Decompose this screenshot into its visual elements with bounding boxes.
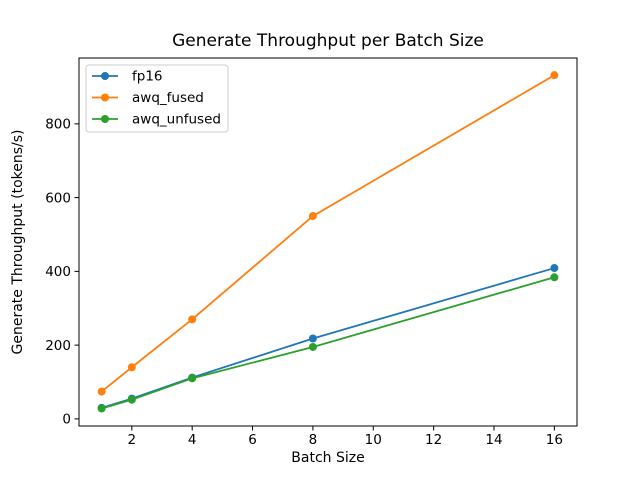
x-tick-label: 2 [128, 432, 137, 448]
y-tick-label: 200 [45, 338, 71, 354]
chart-title: Generate Throughput per Batch Size [172, 31, 484, 51]
y-tick-label: 0 [62, 412, 71, 428]
legend-label: fp16 [132, 69, 163, 85]
data-point-fp16 [550, 264, 559, 273]
y-tick-label: 600 [45, 190, 71, 206]
y-axis-label: Generate Throughput (tokens/s) [10, 130, 26, 355]
legend-entry-fp16: fp16 [92, 69, 163, 85]
plot-area: 2 4 6 8 10 12 14 16 0 200 400 600 800 [45, 57, 578, 448]
x-tick-label: 16 [546, 432, 563, 448]
legend-marker-icon [101, 93, 109, 102]
x-tick-label: 4 [188, 432, 197, 448]
y-tick-label: 400 [45, 264, 71, 280]
data-point-awq_fused [308, 212, 317, 221]
data-point-awq_unfused [97, 404, 106, 413]
x-tick-label: 8 [309, 432, 318, 448]
data-point-awq_fused [97, 387, 106, 396]
data-point-awq_unfused [188, 374, 197, 383]
x-tick-label: 14 [485, 432, 502, 448]
legend-label: awq_unfused [132, 112, 221, 128]
plot-frame [78, 57, 578, 427]
legend-entry-awq-fused: awq_fused [92, 90, 204, 106]
legend-marker-icon [101, 72, 109, 80]
data-point-fp16 [308, 334, 317, 343]
legend: fp16 awq_fused awq_unfused [85, 64, 229, 133]
legend-label: awq_fused [132, 90, 204, 106]
data-point-awq_fused [127, 363, 136, 372]
data-point-awq_fused [188, 315, 197, 324]
legend-entry-awq-unfused: awq_unfused [92, 112, 221, 128]
legend-frame [85, 64, 229, 133]
x-tick-label: 12 [425, 432, 442, 448]
y-tick-label: 800 [45, 117, 71, 133]
data-point-awq_unfused [308, 342, 317, 351]
series-line-awq_unfused [101, 276, 555, 410]
data-point-awq_unfused [550, 273, 559, 282]
x-tick-label: 6 [248, 432, 257, 448]
legend-marker-icon [101, 115, 109, 123]
data-point-awq_fused [550, 71, 559, 80]
x-axis-label: Batch Size [291, 450, 364, 466]
x-tick-label: 10 [365, 432, 382, 448]
data-point-awq_unfused [127, 395, 136, 404]
